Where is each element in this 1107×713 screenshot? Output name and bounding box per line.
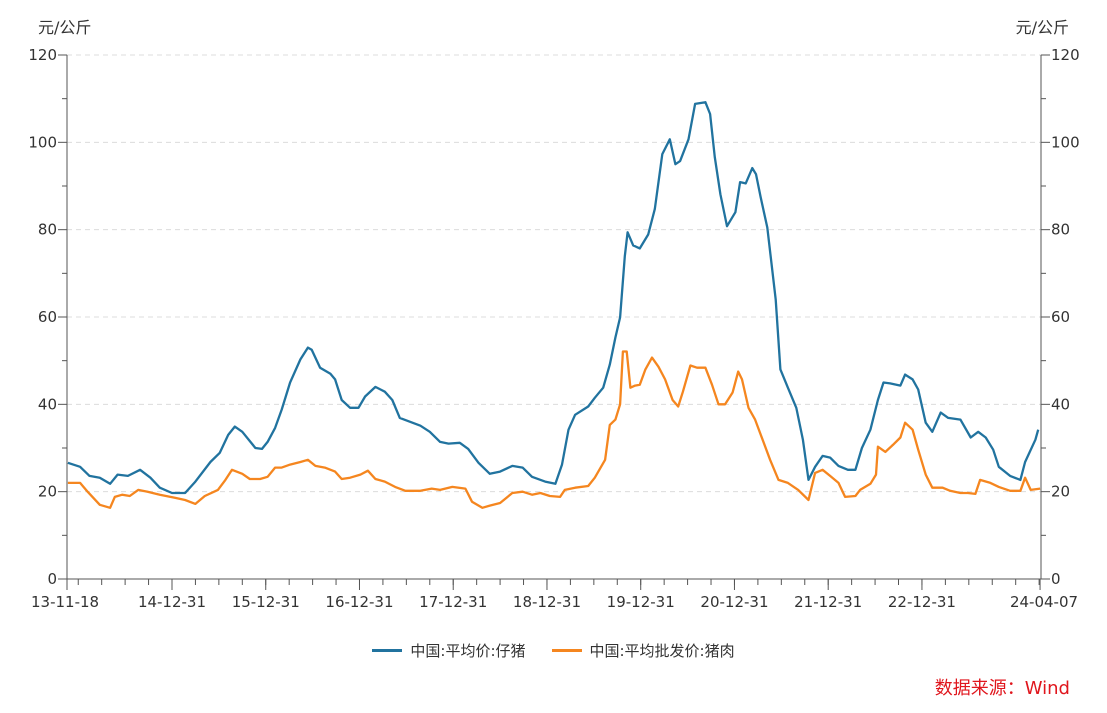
left-y-tick-label: 80 [38, 221, 57, 239]
x-tick-label: 20-12-31 [700, 593, 768, 611]
left-y-tick-label: 60 [38, 308, 57, 326]
right-y-tick-label: 40 [1051, 395, 1070, 413]
x-tick-label: 19-12-31 [607, 593, 675, 611]
left-y-tick-label: 0 [47, 570, 57, 588]
x-tick-label: 17-12-31 [419, 593, 487, 611]
x-tick-label: 14-12-31 [138, 593, 206, 611]
series-line-piglet [67, 101, 1040, 495]
right-y-tick-label: 100 [1051, 133, 1080, 151]
x-tick-label: 18-12-31 [513, 593, 581, 611]
line-chart: 0 0 20 20 40 40 60 60 80 80 100 100 120 120 13-11-18 14… [28, 46, 1080, 611]
right-y-tick-label: 120 [1051, 46, 1080, 64]
legend-label-piglet: 中国:平均价:仔猪 [410, 642, 526, 660]
x-tick-label: 16-12-31 [325, 593, 393, 611]
x-tick-label: 22-12-31 [888, 593, 956, 611]
x-tick-label: 13-11-18 [31, 593, 99, 611]
legend-item-piglet[interactable]: 中国:平均价:仔猪 [372, 640, 526, 661]
right-y-tick-label: 0 [1051, 570, 1061, 588]
right-y-tick-label: 80 [1051, 221, 1070, 239]
x-tick-label: 24-04-07 [1010, 593, 1078, 611]
right-axis-unit: 元/公斤 [1015, 18, 1069, 37]
x-tick-label: 21-12-31 [794, 593, 862, 611]
series-line-pork [67, 350, 1041, 509]
x-tick-label: 15-12-31 [232, 593, 300, 611]
legend-item-pork[interactable]: 中国:平均批发价:猪肉 [551, 640, 735, 661]
right-y-tick-label: 20 [1051, 483, 1070, 501]
legend-swatch-pork [551, 649, 582, 652]
left-y-tick-label: 20 [38, 483, 57, 501]
left-y-tick-label: 100 [28, 133, 57, 151]
left-axis-unit: 元/公斤 [38, 18, 92, 37]
legend: 中国:平均价:仔猪 中国:平均批发价:猪肉 [0, 640, 1107, 661]
right-y-tick-label: 60 [1051, 308, 1070, 326]
data-source: 数据来源：Wind [934, 678, 1070, 699]
left-y-tick-label: 40 [38, 395, 57, 413]
legend-swatch-piglet [372, 649, 403, 652]
legend-label-pork: 中国:平均批发价:猪肉 [589, 642, 735, 660]
left-y-tick-label: 120 [28, 46, 57, 64]
